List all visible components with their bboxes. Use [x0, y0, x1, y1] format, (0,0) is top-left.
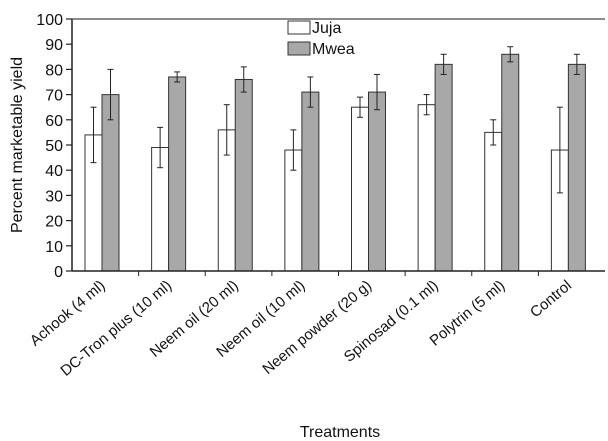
legend-swatch-mwea: [287, 41, 311, 56]
legend-swatch-juja: [287, 20, 311, 35]
y-tick-label-20: 20: [45, 214, 63, 231]
legend-label-mwea: Mwea: [312, 41, 355, 58]
y-tick-label-10: 10: [45, 239, 63, 256]
y-tick-label-50: 50: [45, 138, 63, 155]
category-label-7: Control: [527, 277, 575, 321]
category-label-4: Neem powder (20 g): [259, 277, 375, 378]
y-axis-label: Percent marketable yield: [9, 57, 26, 233]
y-tick-label-60: 60: [45, 113, 63, 130]
bar-mwea-0: [101, 94, 120, 272]
legend-label-juja: Juja: [312, 20, 341, 37]
bar-mwea-2: [234, 78, 253, 272]
bar-mwea-5: [434, 63, 453, 272]
bar-juja-5: [417, 104, 436, 272]
y-axis: 0 10 20 30 40 50 60 70 80 90 100: [36, 12, 605, 281]
bar-mwea-3: [301, 91, 320, 272]
x-axis: Achook (4 ml)DC-Tron plus (10 ml)Neem oi…: [27, 270, 605, 380]
y-tick-label-90: 90: [45, 37, 63, 54]
y-tick-label-70: 70: [45, 88, 63, 105]
x-axis-label: Treatments: [300, 424, 380, 441]
bar-mwea-6: [501, 53, 520, 272]
bar-juja-4: [351, 106, 369, 272]
bar-mwea-7: [567, 63, 586, 272]
y-tick-label-30: 30: [45, 188, 63, 205]
legend: Juja Mwea: [287, 20, 355, 58]
y-tick-label-80: 80: [45, 62, 63, 79]
category-label-1: DC-Tron plus (10 ml): [57, 277, 175, 380]
y-tick-label-40: 40: [45, 163, 63, 180]
bars: [84, 46, 586, 272]
y-tick-label-100: 100: [36, 12, 63, 29]
y-tick-label-0: 0: [54, 264, 63, 281]
bar-mwea-4: [368, 91, 386, 272]
bar-juja-6: [484, 131, 503, 272]
bar-mwea-1: [168, 76, 187, 272]
